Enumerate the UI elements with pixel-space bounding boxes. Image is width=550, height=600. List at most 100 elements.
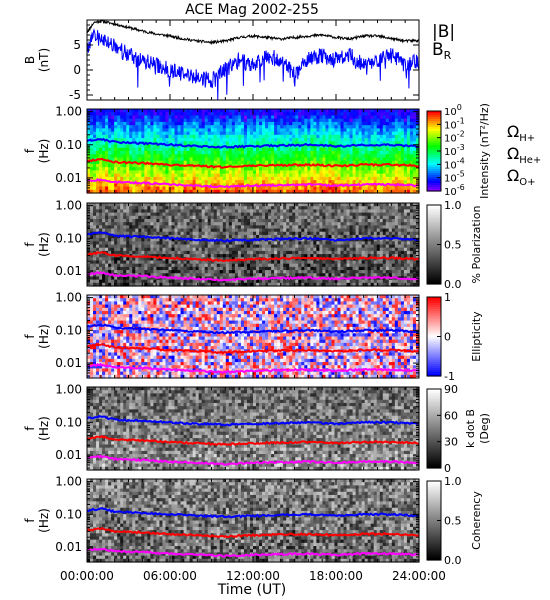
heatmap-cell [168,141,173,146]
heatmap-cell [129,134,133,139]
heatmap-cell [114,144,118,149]
heatmap-cell [90,176,94,181]
heatmap-cell [225,121,230,126]
heatmap-cell [99,131,103,136]
heatmap-cell [93,112,97,117]
heatmap-cell [192,170,197,175]
colorbar-tick-base: 10 [444,174,457,185]
heatmap-cell [186,186,191,191]
heatmap-cell [93,170,97,175]
heatmap-cell [177,109,182,113]
heatmap-cell [99,163,103,168]
heatmap-cell [99,151,103,155]
heatmap-cell [201,173,206,178]
heatmap-cell [204,109,209,113]
heatmap-cell [144,163,148,168]
heatmap-cell [159,151,164,155]
heatmap-cell [198,173,203,178]
heatmap-cell [111,131,115,136]
heatmap-cell [150,109,154,113]
heatmap-cell [183,160,188,165]
heatmap-cell [189,154,194,159]
heatmap-cell [165,138,170,142]
heatmap-cells [87,109,420,194]
heatmap-cell [162,176,167,181]
heatmap-cell [201,121,206,126]
heatmap-cell [216,186,221,191]
heatmap-cell [192,138,197,142]
heatmap-cell [114,151,118,155]
heatmap-cell [117,134,121,139]
heatmap-cell [213,138,218,142]
heatmap-cell [117,151,121,155]
heatmap-cell [216,151,221,155]
heatmap-cell [171,147,176,152]
heatmap-cell [123,173,127,178]
heatmap-cell [171,115,176,120]
heatmap-cell [225,176,230,181]
heatmap-cell [123,189,127,194]
heatmap-cell [96,115,100,120]
heatmap-cell [198,128,203,133]
heatmap-cell [99,173,103,178]
heatmap-cell [183,109,188,113]
heatmap-cell [138,121,142,126]
heatmap-cell [138,131,142,136]
heatmap-cell [186,141,191,146]
heatmap-cell [186,176,191,181]
heatmap-cell [126,115,130,120]
heatmap-cell [126,183,130,188]
heatmap-cell [114,128,118,133]
heatmap-cell [168,121,173,126]
heatmap-cell [108,109,112,113]
heatmap-cell [90,189,94,194]
colorbar-tick-base: 10 [444,120,457,131]
heatmap-cell [141,167,145,171]
heatmap-cell [225,138,230,142]
heatmap-cell [135,134,139,139]
heatmap-cell [159,147,164,152]
heatmap-cell [210,173,215,178]
heatmap-cell [153,147,158,152]
heatmap-cell [183,125,188,129]
heatmap-cell [159,115,164,120]
heatmap-cell [129,115,133,120]
heatmap-cell [186,131,191,136]
heatmap-cell [204,167,209,171]
heatmap-cell [123,170,127,175]
heatmap-cell [93,118,97,123]
heatmap-cell [222,118,227,123]
heatmap-cell [156,121,161,126]
heatmap-cell [201,176,206,181]
heatmap-cell [87,121,91,126]
heatmap-cell [102,141,106,146]
heatmap-cell [174,125,179,129]
heatmap-cell [102,176,106,181]
heatmap-cell [135,115,139,120]
heatmap-cell [87,176,91,181]
heatmap-cell [213,170,218,175]
heatmap-cell [135,189,139,194]
heatmap-cell [171,112,176,117]
heatmap-cell [117,115,121,120]
heatmap-cell [162,173,167,178]
heatmap-cell [216,134,221,139]
heatmap-cell [135,173,139,178]
heatmap-cell [159,189,164,194]
heatmap-cell [123,186,127,191]
heatmap-cell [183,170,188,175]
heatmap-cell [219,167,224,171]
heatmap-cell [207,112,212,117]
heatmap-cell [222,121,227,126]
heatmap-cell [168,154,173,159]
heatmap-cell [165,144,170,149]
heatmap-cell [168,138,173,142]
heatmap-cell [102,186,106,191]
heatmap-cell [93,125,97,129]
heatmap-cell [189,167,194,171]
heatmap-cell [153,157,158,162]
heatmap-cell [201,160,206,165]
heatmap-cell [189,125,194,129]
heatmap-cell [171,189,176,194]
heatmap-cell [150,112,154,117]
